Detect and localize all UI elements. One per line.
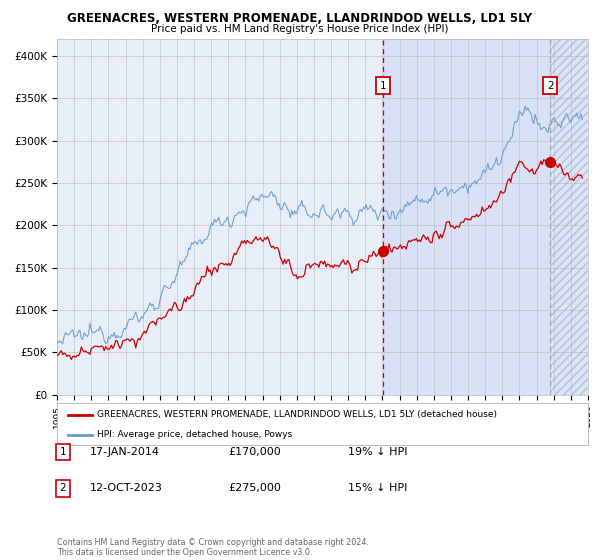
Text: GREENACRES, WESTERN PROMENADE, LLANDRINDOD WELLS, LD1 5LY: GREENACRES, WESTERN PROMENADE, LLANDRIND… [67,12,533,25]
Text: 2: 2 [547,81,553,91]
Text: 19% ↓ HPI: 19% ↓ HPI [348,447,407,457]
Text: HPI: Average price, detached house, Powys: HPI: Average price, detached house, Powy… [97,430,292,439]
Text: Contains HM Land Registry data © Crown copyright and database right 2024.
This d: Contains HM Land Registry data © Crown c… [57,538,369,557]
Bar [550,39,588,395]
Text: 2: 2 [59,483,67,493]
Text: £170,000: £170,000 [228,447,281,457]
Text: GREENACRES, WESTERN PROMENADE, LLANDRINDOD WELLS, LD1 5LY (detached house): GREENACRES, WESTERN PROMENADE, LLANDRIND… [97,410,497,419]
Text: 1: 1 [380,81,386,91]
Text: 1: 1 [59,447,67,457]
Text: 12-OCT-2023: 12-OCT-2023 [90,483,163,493]
Bar [383,39,550,395]
Bar [550,39,588,395]
Text: 17-JAN-2014: 17-JAN-2014 [90,447,160,457]
Text: Price paid vs. HM Land Registry's House Price Index (HPI): Price paid vs. HM Land Registry's House … [151,24,449,34]
Text: £275,000: £275,000 [228,483,281,493]
Text: 15% ↓ HPI: 15% ↓ HPI [348,483,407,493]
